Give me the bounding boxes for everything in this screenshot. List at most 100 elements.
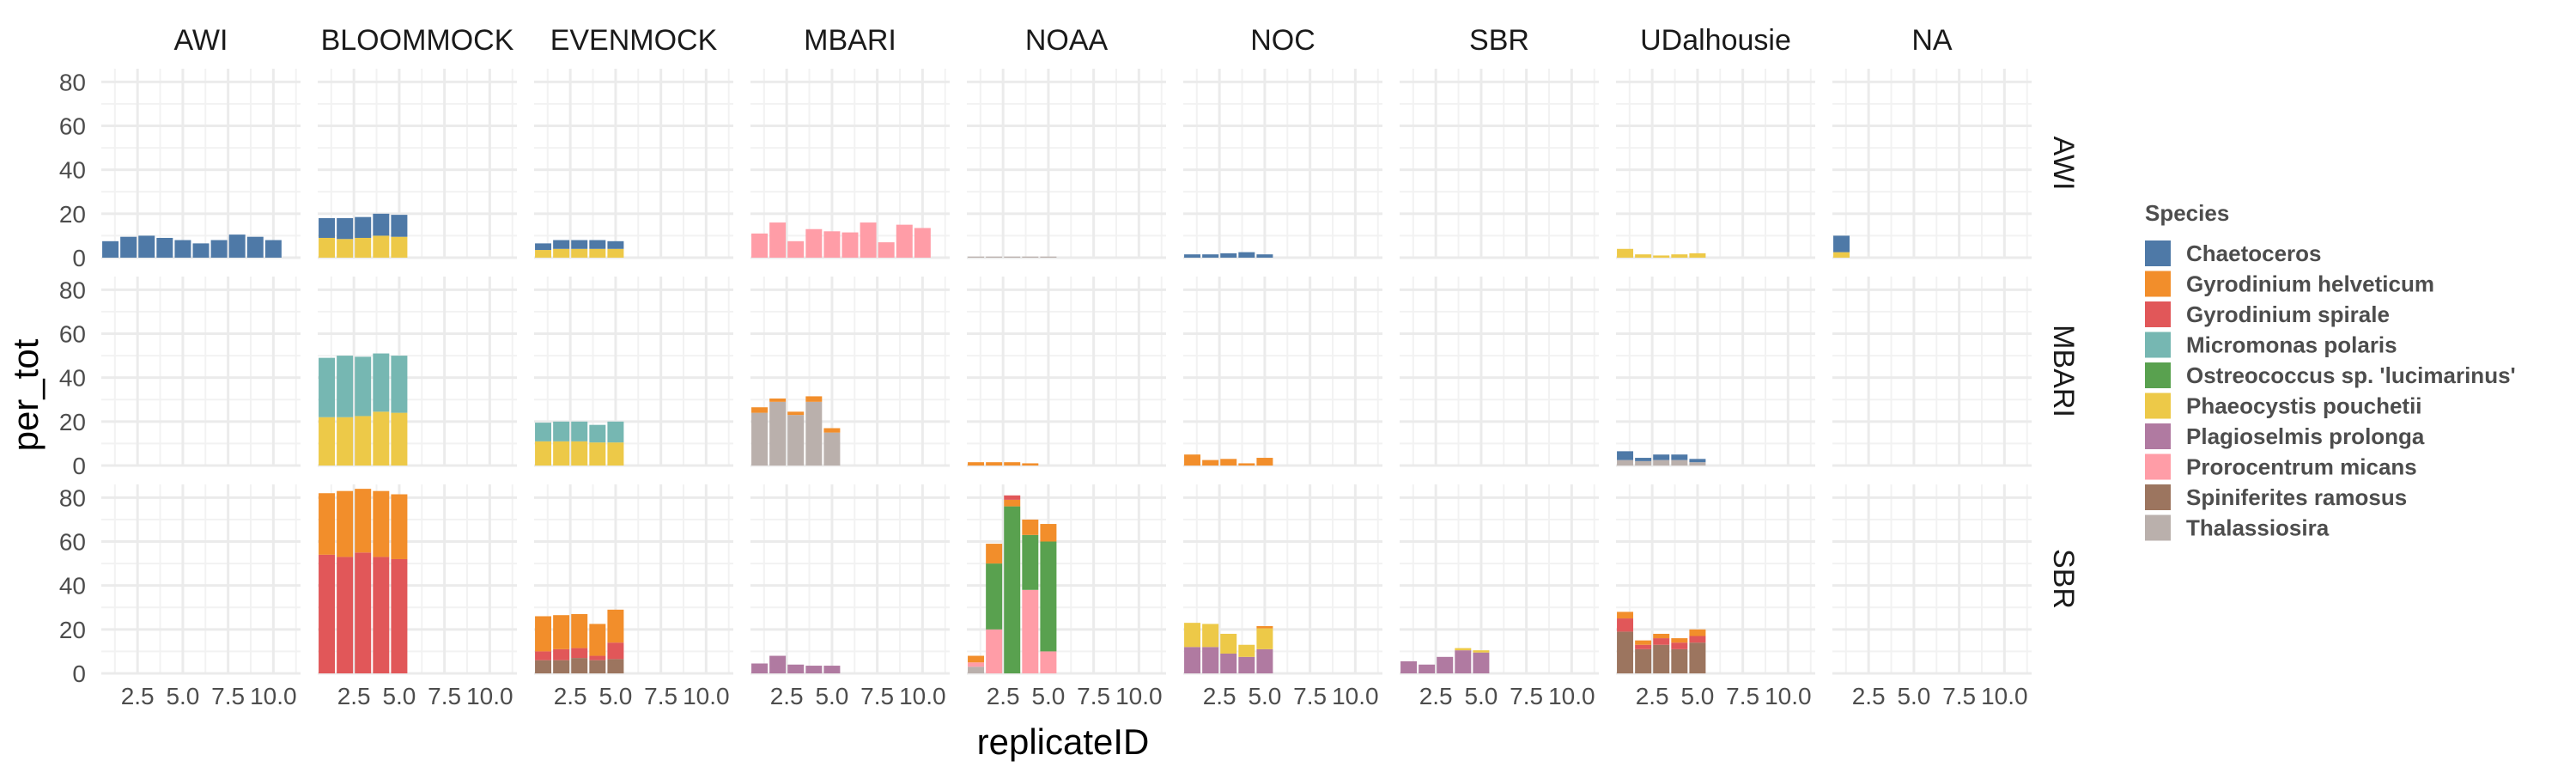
bar-segment-spiniferites-ramosus [571,658,588,673]
bar-segment-phaeocystis-pouchetii [1617,248,1634,258]
bar-segment-chaetoceros [102,240,119,258]
bar-segment-gyrodinium-helveticum [1256,458,1273,466]
bar-segment-phaeocystis-pouchetii [1635,254,1652,258]
bar-segment-gyrodinium-helveticum [1184,454,1201,466]
bar-segment-micromonas-polaris [535,423,552,441]
bar-segment-gyrodinium-spirale [355,552,372,673]
bar-segment-gyrodinium-helveticum [571,613,588,648]
bar-segment-gyrodinium-helveticum [968,462,985,466]
panel-bars [1617,248,1706,258]
bar-segment-phaeocystis-pouchetii [553,441,570,466]
panel-grid [967,69,1166,259]
panel-bars [1184,252,1273,258]
bar-segment-micromonas-polaris [355,356,372,417]
bar-segment-phaeocystis-pouchetii [355,237,372,258]
bar-segment-spiniferites-ramosus [553,660,570,673]
panel-sbr-sbr [1400,484,1599,675]
bar-segment-gyrodinium-helveticum [986,544,1003,564]
legend-label-spiniferites-ramosus: Spiniferites ramosus [2186,484,2407,510]
bar-segment-gyrodinium-spirale [607,642,624,660]
bar-segment-chaetoceros [1635,458,1652,461]
panel-bars [319,213,408,258]
bar-segment-thalassiosira [751,412,769,466]
bar-segment-gyrodinium-helveticum [769,398,787,402]
legend-label-ostreococcus-sp-lucimarinus: Ostreococcus sp. 'lucimarinus' [2186,362,2516,388]
bar-segment-thalassiosira [1653,460,1670,466]
panel-bars [968,462,1039,466]
legend-label-chaetoceros: Chaetoceros [2186,240,2322,266]
bar-segment-spiniferites-ramosus [607,659,624,673]
x-tick-label: 10.0 [683,683,730,709]
legend-swatch-chaetoceros [2145,240,2171,266]
bar-segment-ostreococcus-sp-lucimarinus [986,563,1003,630]
panel-mbari-noc [1183,277,1382,467]
bar-segment-phaeocystis-pouchetii [1256,628,1273,649]
bar-segment-plagioselmis-prolonga [805,666,823,673]
bar-segment-micromonas-polaris [607,421,624,443]
bar-segment-plagioselmis-prolonga [823,666,841,673]
bar-segment-chaetoceros [1238,252,1255,258]
bar-segment-spiniferites-ramosus [1635,648,1652,673]
panel-bars [751,655,841,673]
panel-grid [1832,69,2032,259]
panel-grid [1832,484,2032,675]
bar-segment-spiniferites-ramosus [535,660,552,673]
x-tick-label: 7.5 [211,683,245,709]
panel-sbr-noc [1183,484,1382,675]
bar-segment-thalassiosira [823,432,841,466]
bar-segment-phaeocystis-pouchetii [1833,252,1850,258]
panel-mbari-awi [101,277,301,467]
bar-segment-micromonas-polaris [337,356,354,417]
x-tick-label: 2.5 [987,683,1020,709]
panel-grid [1616,69,1815,259]
bar-segment-gyrodinium-helveticum [968,655,985,663]
panel-bars [535,240,624,258]
bar-segment-gyrodinium-helveticum [1040,524,1057,542]
legend-swatch-phaeocystis-pouchetii [2145,393,2171,419]
bar-segment-chaetoceros [1220,253,1237,258]
y-tick-label: 80 [59,277,86,303]
panel-grid [101,277,301,467]
strip-label-col-awi: AWI [174,24,228,57]
x-tick-label: 5.0 [598,683,632,709]
bar-segment-gyrodinium-helveticum [1022,519,1039,535]
panel-bars [751,222,931,258]
x-tick-label: 7.5 [1510,683,1543,709]
legend-swatch-spiniferites-ramosus [2145,484,2171,510]
bar-segment-gyrodinium-spirale [553,648,570,660]
panel-mbari-bloommock [318,277,517,467]
strip-label-row-mbari: MBARI [2047,325,2080,417]
x-tick-label: 7.5 [428,683,461,709]
panel-grid [1400,69,1599,259]
panel-awi-bloommock [318,69,517,259]
bar-segment-gyrodinium-spirale [319,554,336,673]
panel-grid [101,484,301,675]
panel-awi-udalhousie [1616,69,1815,259]
panel-bars [751,396,841,466]
bar-segment-gyrodinium-helveticum [607,609,624,643]
panel-grid [1616,277,1815,467]
bar-segment-phaeocystis-pouchetii [1671,254,1688,258]
panel-bars [1617,612,1706,673]
bar-segment-phaeocystis-pouchetii [373,235,390,258]
bar-segment-phaeocystis-pouchetii [589,248,606,258]
bar-segment-thalassiosira [1022,256,1039,258]
bar-segment-thalassiosira [1635,460,1652,466]
facet-panels [101,69,2032,675]
legend-swatch-thalassiosira [2145,514,2171,541]
bar-segment-phaeocystis-pouchetii [1455,648,1472,651]
bar-segment-chaetoceros [246,236,264,258]
bar-segment-gyrodinium-helveticum [337,490,354,557]
bar-segment-spiniferites-ramosus [1653,644,1670,673]
x-tick-label: 10.0 [1981,683,2028,709]
panel-bars [1833,235,1850,258]
bar-segment-gyrodinium-helveticum [823,428,841,433]
bar-segment-phaeocystis-pouchetii [589,442,606,466]
panel-grid [1400,277,1599,467]
bar-segment-gyrodinium-spirale [391,558,408,673]
bar-segment-gyrodinium-spirale [1689,636,1706,643]
y-tick-label: 40 [59,365,86,392]
x-tick-label: 10.0 [466,683,513,709]
panel-bars [102,234,282,258]
